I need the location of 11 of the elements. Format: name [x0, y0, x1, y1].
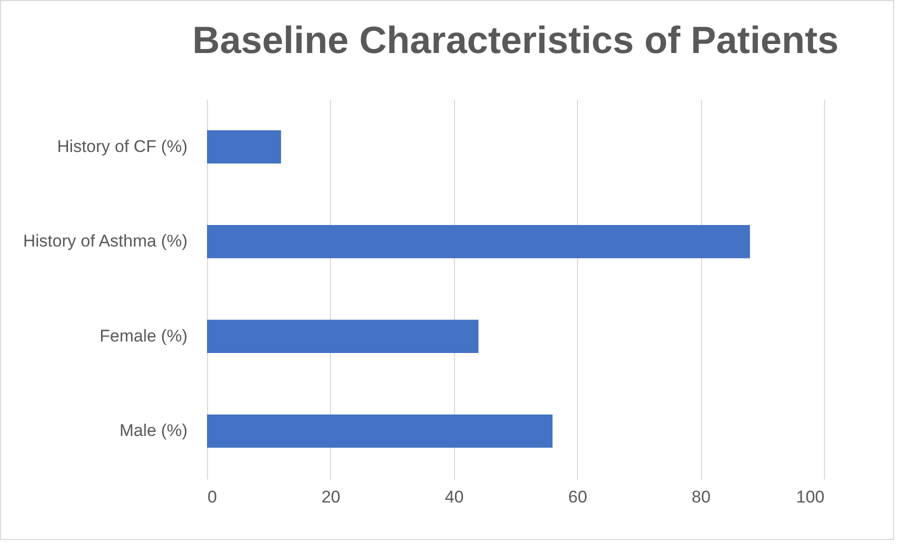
x-tick-label: 60	[568, 488, 588, 506]
y-tick-label: History of CF (%)	[57, 136, 188, 156]
y-tick-label: Female (%)	[100, 326, 188, 346]
x-tick-label: 20	[321, 488, 340, 506]
x-tick-label: 80	[692, 488, 711, 506]
y-tick-label: History of Asthma (%)	[23, 232, 188, 251]
chart-title: Baseline Characteristics of Patients	[192, 20, 839, 62]
x-tick-label: 100	[796, 488, 824, 506]
y-tick-label: Male (%)	[119, 421, 188, 440]
x-tick-label: 40	[444, 488, 464, 506]
x-tick-label: 0	[208, 488, 217, 506]
